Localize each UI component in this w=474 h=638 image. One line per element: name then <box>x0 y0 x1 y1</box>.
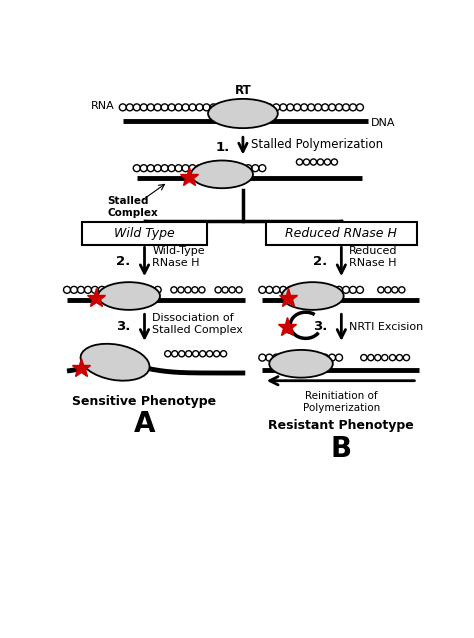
Ellipse shape <box>282 282 344 310</box>
Text: DNA: DNA <box>371 118 395 128</box>
Text: 3.: 3. <box>313 320 328 333</box>
FancyBboxPatch shape <box>82 222 207 245</box>
Ellipse shape <box>98 282 160 310</box>
Text: NRTI Excision: NRTI Excision <box>349 322 423 332</box>
Text: Wild Type: Wild Type <box>114 227 175 240</box>
Text: Stalled
Complex: Stalled Complex <box>107 196 158 218</box>
Text: Stalled Polymerization: Stalled Polymerization <box>251 138 383 151</box>
Text: 2.: 2. <box>116 255 130 268</box>
Text: Reinitiation of
Polymerization: Reinitiation of Polymerization <box>303 392 380 413</box>
Ellipse shape <box>191 161 253 188</box>
Text: RNA: RNA <box>91 101 115 111</box>
FancyBboxPatch shape <box>266 222 417 245</box>
Text: 3.: 3. <box>116 320 130 333</box>
Text: RT: RT <box>235 84 251 97</box>
Text: Wild-Type
RNase H: Wild-Type RNase H <box>152 246 205 267</box>
Ellipse shape <box>208 99 278 128</box>
Text: Resistant Phenotype: Resistant Phenotype <box>268 419 414 432</box>
Text: 2.: 2. <box>313 255 328 268</box>
Text: 1.: 1. <box>216 141 230 154</box>
Ellipse shape <box>269 350 333 378</box>
Text: Sensitive Phenotype: Sensitive Phenotype <box>73 394 217 408</box>
Ellipse shape <box>81 344 149 381</box>
Text: A: A <box>134 410 155 438</box>
Text: B: B <box>331 434 352 463</box>
Text: Dissociation of
Stalled Complex: Dissociation of Stalled Complex <box>152 313 243 334</box>
Text: Reduced RNase H: Reduced RNase H <box>285 227 397 240</box>
Text: Reduced
RNase H: Reduced RNase H <box>349 246 398 267</box>
